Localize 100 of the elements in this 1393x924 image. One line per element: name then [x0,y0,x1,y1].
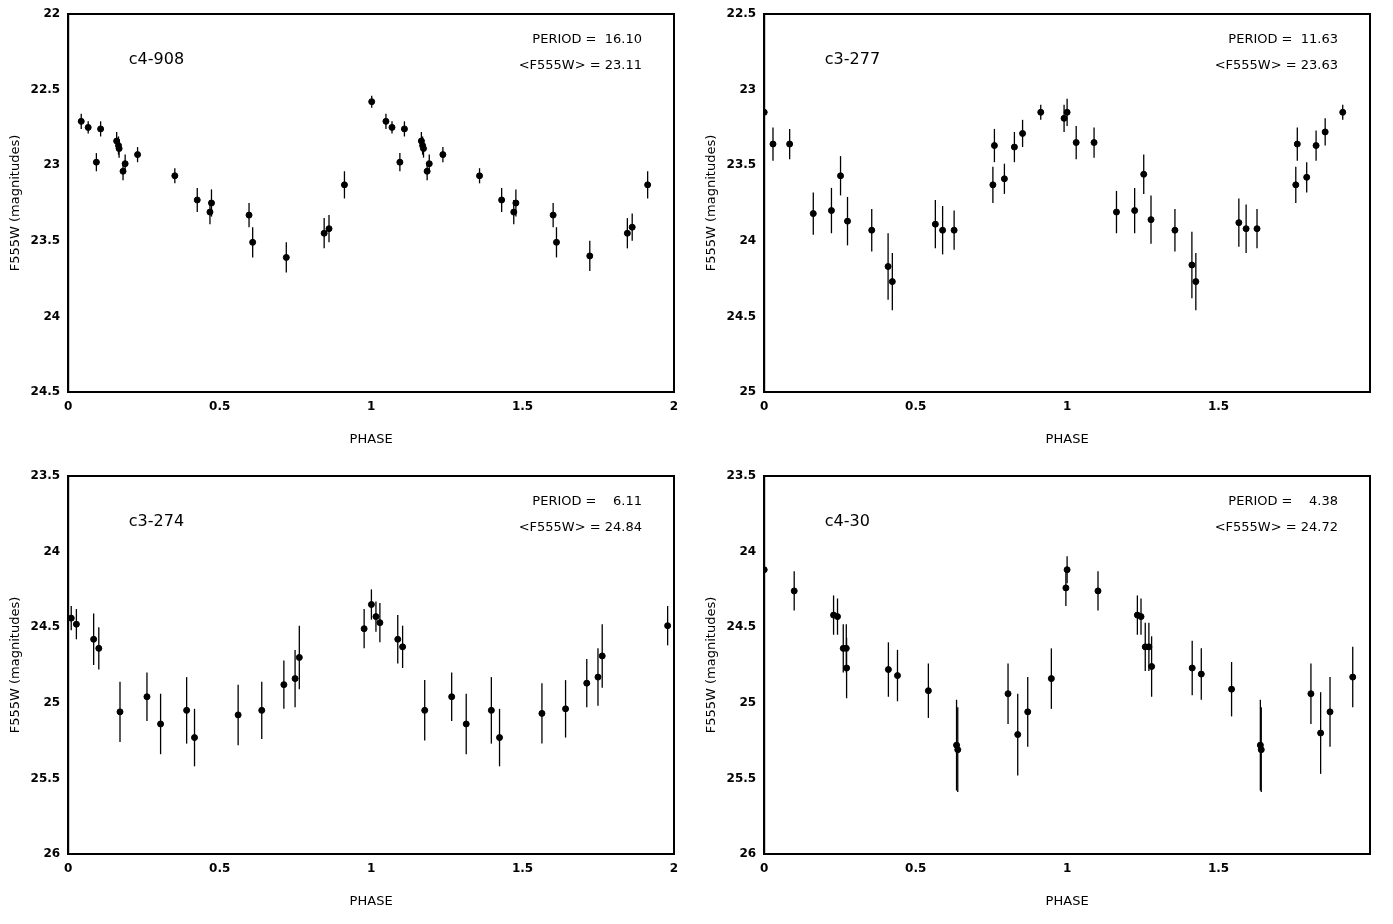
point [1293,140,1301,148]
point [868,226,876,234]
point [448,693,456,701]
point [97,125,105,133]
point [249,238,257,246]
point [586,252,594,260]
y-tick-label: 23 [43,157,61,172]
x-tick-label: 0.5 [209,861,231,876]
point [95,644,103,652]
point [421,706,429,714]
point [92,158,100,166]
point [834,613,842,621]
point [72,620,80,628]
point [664,622,672,630]
y-axis-title: F555W (magnitudes) [703,596,719,734]
point [258,706,266,714]
point [990,142,998,150]
point [400,125,408,133]
point [1047,675,1055,683]
x-tick-label: 2 [669,861,679,876]
annotation: PERIOD = 6.11 [532,493,642,509]
point [1188,664,1196,672]
point [367,601,375,609]
point [628,223,636,231]
point [1131,207,1139,215]
annotation: <F555W> = 23.11 [518,57,642,73]
point [1303,173,1311,181]
annotation: PERIOD = 16.10 [532,31,642,47]
point [552,238,560,246]
point [340,181,348,189]
x-axis-title: PHASE [1045,430,1089,446]
point [295,653,303,661]
y-tick-label: 24 [43,308,61,323]
annotation: c4-30 [824,511,870,531]
y-tick-label: 23.5 [30,232,61,247]
point [462,720,470,728]
y-tick-label: 24.5 [30,619,61,634]
y-axis-title: F555W (magnitudes) [7,134,23,272]
x-tick-label: 1.5 [511,399,534,414]
y-tick-label: 23.5 [726,157,757,172]
x-tick-label: 0 [760,399,769,414]
x-tick-label: 1 [366,399,376,414]
point [399,643,407,651]
annotation: <F555W> = 23.63 [1214,57,1338,73]
point [282,253,290,261]
x-tick-label: 0.5 [905,861,927,876]
point [394,635,402,643]
point [1292,181,1300,189]
x-tick-label: 0.5 [905,399,927,414]
y-tick-label: 26 [43,846,61,861]
point [1349,673,1357,681]
point [888,278,896,286]
y-tick-label: 25.5 [726,770,757,785]
x-axis-title: PHASE [349,430,393,446]
y-tick-label: 25 [739,694,757,709]
y-axis-title: F555W (magnitudes) [7,596,23,734]
x-tick-label: 0 [760,861,769,876]
annotation: <F555W> = 24.84 [518,519,642,535]
point [1235,219,1243,227]
annotation: c4-908 [128,49,185,69]
annotation: c3-274 [128,511,185,531]
point [837,172,845,180]
y-tick-label: 24 [739,232,757,247]
point [884,666,892,674]
point [939,226,947,234]
point [1019,129,1027,137]
point [1000,175,1008,183]
y-tick-label: 24 [739,543,757,558]
x-tick-label: 0 [64,861,73,876]
point [77,117,85,125]
point [476,172,484,180]
point [893,672,901,680]
point [583,679,591,687]
point [924,687,932,695]
y-tick-label: 24 [43,543,61,558]
y-tick-label: 22.5 [726,6,757,21]
x-tick-label: 0.5 [209,399,231,414]
annotation: c3-277 [824,49,881,69]
y-tick-label: 25 [43,694,61,709]
point [1024,708,1032,716]
point [1140,170,1148,178]
point [487,706,495,714]
annotation: PERIOD = 11.63 [1228,31,1338,47]
x-axis-title: PHASE [1045,892,1089,908]
point [1014,731,1022,739]
x-tick-label: 1 [1062,399,1072,414]
point [827,207,835,215]
y-tick-label: 22 [43,6,61,21]
point [84,123,92,131]
point [598,652,606,660]
point [193,196,201,204]
x-tick-label: 2 [669,399,679,414]
point [191,734,199,742]
y-tick-label: 22.5 [30,81,61,96]
point [1010,143,1018,151]
point [1228,685,1236,693]
y-tick-label: 23.5 [30,468,61,483]
point [90,635,98,643]
point [1321,128,1329,136]
point [786,140,794,148]
